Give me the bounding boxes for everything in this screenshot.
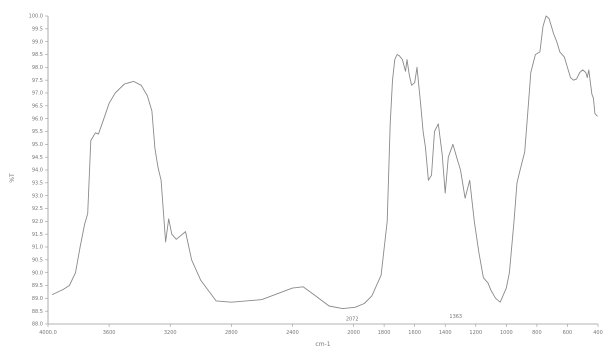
x-tick-label: 1800 xyxy=(378,330,391,336)
y-tick-label: 93.5 xyxy=(32,181,43,187)
tick-labels: 100.0 99.5 99.0 98.5 98.0 97.5 97.0 96.5 96.0 95.… xyxy=(29,14,603,336)
x-tick-label: 1200 xyxy=(469,330,482,336)
peak-annotations: 2072 1363 xyxy=(346,314,462,323)
peak-label: 1363 xyxy=(449,314,462,320)
axes xyxy=(45,15,599,327)
y-tick-label: 88.0 xyxy=(32,322,43,328)
x-tick-label: 3600 xyxy=(103,330,116,336)
y-tick-label: 98.0 xyxy=(32,65,43,71)
x-tick-label: 4000.0 xyxy=(39,330,57,336)
y-tick-label: 88.5 xyxy=(32,309,43,315)
y-tick-label: 96.0 xyxy=(32,116,43,122)
y-tick-label: 96.5 xyxy=(32,104,43,110)
y-tick-label: 94.5 xyxy=(32,155,43,161)
y-tick-label: 98.5 xyxy=(32,52,43,58)
y-tick-label: 90.0 xyxy=(32,270,43,276)
y-tick-label: 100.0 xyxy=(29,14,43,20)
y-tick-label: 93.0 xyxy=(32,193,43,199)
y-tick-label: 91.0 xyxy=(32,245,43,251)
x-tick-label: 1000 xyxy=(500,330,513,336)
y-tick-label: 91.5 xyxy=(32,232,43,238)
y-tick-label: 97.0 xyxy=(32,91,43,97)
spectrum-line-0 xyxy=(52,15,598,310)
y-tick-label: 89.5 xyxy=(32,283,43,289)
y-tick-label: 89.0 xyxy=(32,296,43,302)
x-tick-label: 2400 xyxy=(286,330,299,336)
y-tick-label: 92.0 xyxy=(32,219,43,225)
x-tick-label: 2800 xyxy=(225,330,238,336)
peak-label: 2072 xyxy=(346,317,359,323)
y-tick-label: 92.5 xyxy=(32,206,43,212)
x-tick-label: 400 xyxy=(593,330,603,336)
x-tick-label: 1400 xyxy=(439,330,452,336)
y-tick-label: 95.0 xyxy=(32,142,43,148)
x-tick-label: 600 xyxy=(563,330,573,336)
x-tick-label: 2000 xyxy=(347,330,360,336)
y-tick-label: 94.0 xyxy=(32,168,43,174)
y-tick-label: 97.5 xyxy=(32,78,43,84)
y-tick-label: 95.5 xyxy=(32,129,43,135)
y-tick-label: 99.0 xyxy=(32,39,43,45)
spectrum-series xyxy=(52,15,598,310)
x-tick-label: 3200 xyxy=(164,330,177,336)
x-axis-title: cm-1 xyxy=(315,341,330,348)
y-tick-label: 90.5 xyxy=(32,258,43,264)
x-tick-label: 800 xyxy=(532,330,542,336)
x-tick-label: 1600 xyxy=(408,330,421,336)
y-axis-title: %T xyxy=(9,173,16,183)
y-tick-label: 99.5 xyxy=(32,27,43,33)
